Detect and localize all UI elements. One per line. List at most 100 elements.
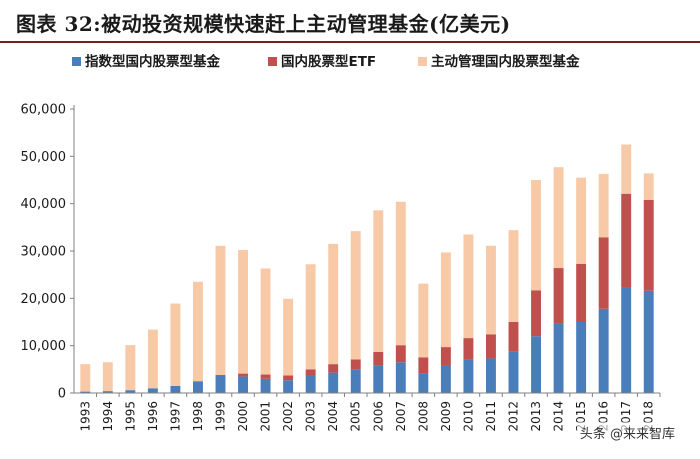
bar-index-1996 <box>147 388 158 393</box>
bar-index-2015 <box>576 322 587 393</box>
x-tick-label: 2000 <box>236 401 250 432</box>
bar-index-2013 <box>531 336 541 393</box>
bar-active-2006 <box>373 210 384 352</box>
bar-etf-2002 <box>283 375 294 381</box>
bar-etf-2013 <box>531 290 541 337</box>
x-tick-label: 2012 <box>507 401 521 432</box>
bar-active-2014 <box>553 167 564 269</box>
bar-active-1996 <box>147 329 158 389</box>
bars <box>80 144 654 393</box>
bar-active-2004 <box>328 243 339 365</box>
bar-index-1997 <box>170 385 181 393</box>
x-tick-label: 2013 <box>529 401 543 432</box>
x-tick-label: 2010 <box>461 401 475 432</box>
bar-index-2017 <box>621 287 632 393</box>
bar-active-1995 <box>125 345 136 391</box>
bar-index-2001 <box>260 378 271 393</box>
legend-swatch-active <box>418 57 427 66</box>
bar-active-2007 <box>395 201 406 346</box>
bar-index-2006 <box>373 365 384 393</box>
x-tick-label: 2009 <box>439 401 453 432</box>
bar-etf-2012 <box>508 322 519 352</box>
bar-index-2010 <box>463 359 474 393</box>
bar-index-2011 <box>486 358 496 393</box>
bar-etf-2007 <box>395 345 406 363</box>
bar-active-2018 <box>643 173 654 200</box>
bar-index-2016 <box>598 308 609 393</box>
x-tick-label: 2007 <box>394 401 408 432</box>
bar-index-2000 <box>238 376 248 393</box>
bar-etf-2010 <box>463 338 474 360</box>
bar-active-1993 <box>80 364 91 392</box>
bar-index-1994 <box>102 391 113 393</box>
bar-active-2016 <box>598 173 609 238</box>
bar-etf-2004 <box>328 364 339 373</box>
bar-active-2002 <box>283 298 294 376</box>
bar-active-1994 <box>102 362 113 392</box>
chart-title: 图表 32:被动投资规模快速赶上主动管理基金(亿美元) <box>16 12 511 36</box>
x-tick-label: 1995 <box>123 401 137 432</box>
bar-etf-2005 <box>350 359 361 370</box>
bar-index-1998 <box>193 381 203 393</box>
y-tick-label: 0 <box>58 387 66 402</box>
x-tick-label: 1997 <box>168 401 182 432</box>
bar-etf-2000 <box>238 373 248 377</box>
y-axis: 0 10,000 20,000 30,000 40,000 50,000 60,000 <box>21 103 75 402</box>
bar-etf-2014 <box>553 268 564 324</box>
legend-swatch-index <box>72 57 81 66</box>
y-tick-label: 50,000 <box>21 150 67 165</box>
bar-index-2009 <box>440 365 451 393</box>
x-tick-label: 2008 <box>416 401 430 432</box>
y-tick-label: 10,000 <box>21 339 67 354</box>
watermark: 头条 @来来智库 <box>576 422 678 443</box>
legend-swatch-etf <box>268 57 277 66</box>
bar-index-2004 <box>328 372 339 393</box>
x-tick-label: 2004 <box>326 401 340 432</box>
legend-label-index: 指数型国内股票型基金 <box>85 53 220 70</box>
bar-index-1995 <box>125 390 136 393</box>
x-tick-label: 1999 <box>214 401 228 432</box>
bar-active-1997 <box>170 303 181 386</box>
bar-index-2005 <box>350 369 361 393</box>
x-tick-label: 2003 <box>304 401 318 432</box>
x-tick-label: 1993 <box>78 401 92 432</box>
bar-index-1993 <box>80 391 91 393</box>
legend-label-etf: 国内股票型ETF <box>281 53 376 70</box>
x-tick-label: 2006 <box>371 401 385 432</box>
bar-index-2018 <box>643 290 654 393</box>
y-tick-label: 20,000 <box>21 292 67 307</box>
bar-etf-2001 <box>260 374 271 379</box>
bar-etf-2018 <box>643 199 654 291</box>
x-tick-label: 2005 <box>349 401 363 432</box>
bar-active-2017 <box>621 144 632 194</box>
bar-etf-2003 <box>305 369 316 376</box>
x-tick-label: 2002 <box>281 401 295 432</box>
x-tick-label: 2001 <box>259 401 273 432</box>
bar-index-2007 <box>395 362 406 393</box>
bar-active-1998 <box>193 281 203 382</box>
y-tick-label: 60,000 <box>21 103 67 118</box>
bar-etf-2015 <box>576 263 587 322</box>
bar-active-2013 <box>531 180 541 291</box>
bar-active-2003 <box>305 264 316 370</box>
x-tick-label: 1996 <box>146 401 160 432</box>
bar-active-2012 <box>508 230 519 322</box>
x-axis: 1993 1994 1995 1996 1997 1998 1999 2000 2001 2002… <box>74 392 661 432</box>
bar-etf-2016 <box>598 237 609 309</box>
bar-active-2011 <box>486 245 496 335</box>
title-divider <box>0 41 700 43</box>
bar-active-2010 <box>463 234 474 339</box>
bar-active-1999 <box>215 245 226 376</box>
x-tick-label: 1998 <box>191 401 205 432</box>
y-tick-label: 30,000 <box>21 245 67 260</box>
bar-active-2000 <box>238 250 248 374</box>
legend-label-active: 主动管理国内股票型基金 <box>431 53 580 70</box>
bar-active-2001 <box>260 268 271 375</box>
bar-etf-2011 <box>486 334 496 359</box>
y-tick-label: 40,000 <box>21 197 67 212</box>
bar-etf-2017 <box>621 193 632 288</box>
bar-index-2003 <box>305 375 316 393</box>
bar-index-2008 <box>418 373 429 393</box>
x-tick-label: 1994 <box>101 401 115 432</box>
